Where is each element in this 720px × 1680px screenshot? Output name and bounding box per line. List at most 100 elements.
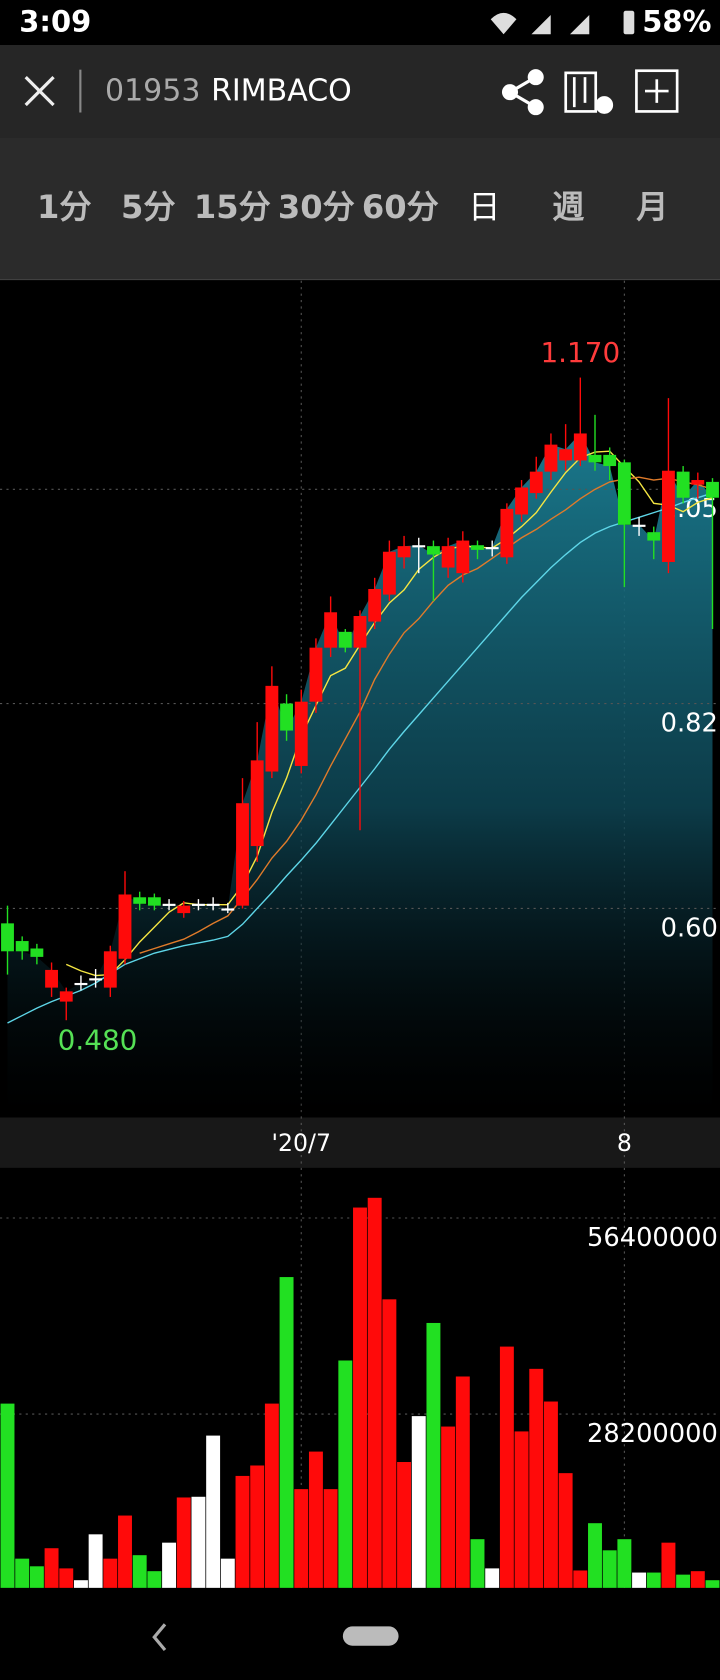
timeframe-tab[interactable]: 1分	[37, 188, 91, 226]
volume-bar	[632, 1572, 647, 1588]
volume-bar	[294, 1489, 309, 1588]
candle-body	[309, 647, 323, 702]
candle-body	[280, 703, 293, 731]
candle-body	[147, 897, 161, 906]
candle-body	[250, 760, 264, 847]
y-tick-label: 28200000	[587, 1419, 718, 1449]
volume-bar	[690, 1571, 705, 1588]
volume-bar	[220, 1558, 235, 1588]
timeframe-tab[interactable]: 週	[552, 188, 584, 226]
candle-body	[1, 923, 14, 952]
candle-body	[103, 951, 117, 988]
candle-body	[89, 978, 103, 981]
candle-body	[236, 803, 249, 906]
candle-body	[265, 685, 279, 772]
candle-body	[427, 546, 440, 555]
volume-bar	[676, 1574, 691, 1588]
volume-bar	[485, 1568, 500, 1588]
close-button[interactable]	[24, 76, 55, 107]
candle-body	[573, 433, 587, 461]
candle-body	[662, 470, 675, 562]
candle-body	[500, 508, 514, 558]
volume-bar	[73, 1580, 88, 1588]
volume-bar	[705, 1580, 720, 1588]
max-price-label: 1.170	[540, 336, 620, 369]
home-button[interactable]	[342, 1626, 399, 1646]
volume-bar	[397, 1462, 412, 1588]
candle-body	[456, 540, 470, 574]
candle-body	[647, 532, 661, 541]
volume-bar	[235, 1475, 250, 1588]
candle-body	[471, 545, 484, 550]
candle-body	[617, 462, 631, 525]
volume-bar	[617, 1539, 632, 1588]
candle-body	[559, 449, 573, 461]
candle-body	[133, 897, 147, 904]
volume-bar	[353, 1207, 367, 1588]
volume-bar	[455, 1376, 470, 1588]
candle-body	[676, 471, 690, 498]
candle-body	[30, 948, 44, 957]
candle-body	[338, 631, 352, 648]
volume-bar	[426, 1322, 441, 1588]
share-button[interactable]	[501, 69, 544, 116]
volume-bar	[499, 1346, 514, 1588]
candle-body	[118, 894, 132, 959]
volume-bar	[264, 1403, 279, 1588]
volume-bar	[602, 1550, 617, 1588]
toolbar	[0, 45, 720, 138]
candle-body	[382, 551, 396, 595]
volume-bar	[59, 1568, 74, 1588]
timeframe-tabs: 1分 5分 15分 30分 60分日 週 月	[37, 188, 668, 226]
volume-bar	[308, 1451, 323, 1588]
candle-body	[353, 616, 367, 648]
candle-body	[544, 444, 558, 472]
y-tick-label: 0.82	[661, 708, 718, 738]
y-tick-label: 0.60	[661, 913, 718, 943]
timeframe-tab[interactable]: 日	[468, 188, 500, 226]
timeframe-tab[interactable]: 月	[636, 188, 668, 226]
volume-bar	[0, 1403, 15, 1588]
candle-body	[59, 991, 73, 1002]
timeframe-tab[interactable]: 30分	[278, 188, 355, 226]
candle-body	[162, 903, 176, 906]
volume-bar	[529, 1368, 544, 1588]
candle-body	[632, 524, 646, 527]
timeframe-tab[interactable]: 15分	[194, 188, 271, 226]
candle-body	[529, 471, 543, 494]
volume-bar	[118, 1515, 132, 1588]
volume-bar	[588, 1523, 602, 1588]
volume-bar	[147, 1571, 162, 1588]
candle-body	[691, 480, 705, 485]
timeframe-bar	[0, 137, 720, 280]
status-time: 3:09	[19, 5, 91, 39]
volume-bar	[573, 1570, 588, 1588]
candle-body	[74, 982, 88, 986]
candle-body	[177, 905, 191, 914]
volume-bar	[206, 1435, 221, 1588]
candle-body	[397, 546, 411, 558]
candle-body	[294, 701, 308, 766]
volume-bar	[367, 1197, 382, 1588]
volume-bar	[470, 1539, 485, 1588]
volume-bar	[411, 1416, 426, 1588]
volume-bar	[382, 1299, 397, 1588]
y-tick-label: 56400000	[587, 1223, 718, 1253]
status-battery: 58%	[642, 5, 711, 39]
crosshair-button[interactable]	[635, 69, 679, 113]
back-button[interactable]	[152, 1623, 167, 1652]
volume-bar	[441, 1426, 456, 1588]
volume-bar	[338, 1360, 353, 1588]
candle-body	[706, 481, 719, 498]
candle-body	[588, 454, 602, 463]
volume-bar	[29, 1566, 44, 1588]
candle-body	[221, 908, 235, 911]
timeframe-tab[interactable]: 5分	[121, 188, 175, 226]
volume-bar	[162, 1542, 177, 1588]
volume-bar	[103, 1558, 118, 1588]
stock-code: 01953	[105, 74, 200, 109]
chart-settings-button[interactable]	[564, 71, 614, 114]
stock-name: RIMBACO	[211, 74, 352, 109]
timeframe-tab[interactable]: 60分	[362, 188, 439, 226]
candle-body	[485, 547, 499, 550]
